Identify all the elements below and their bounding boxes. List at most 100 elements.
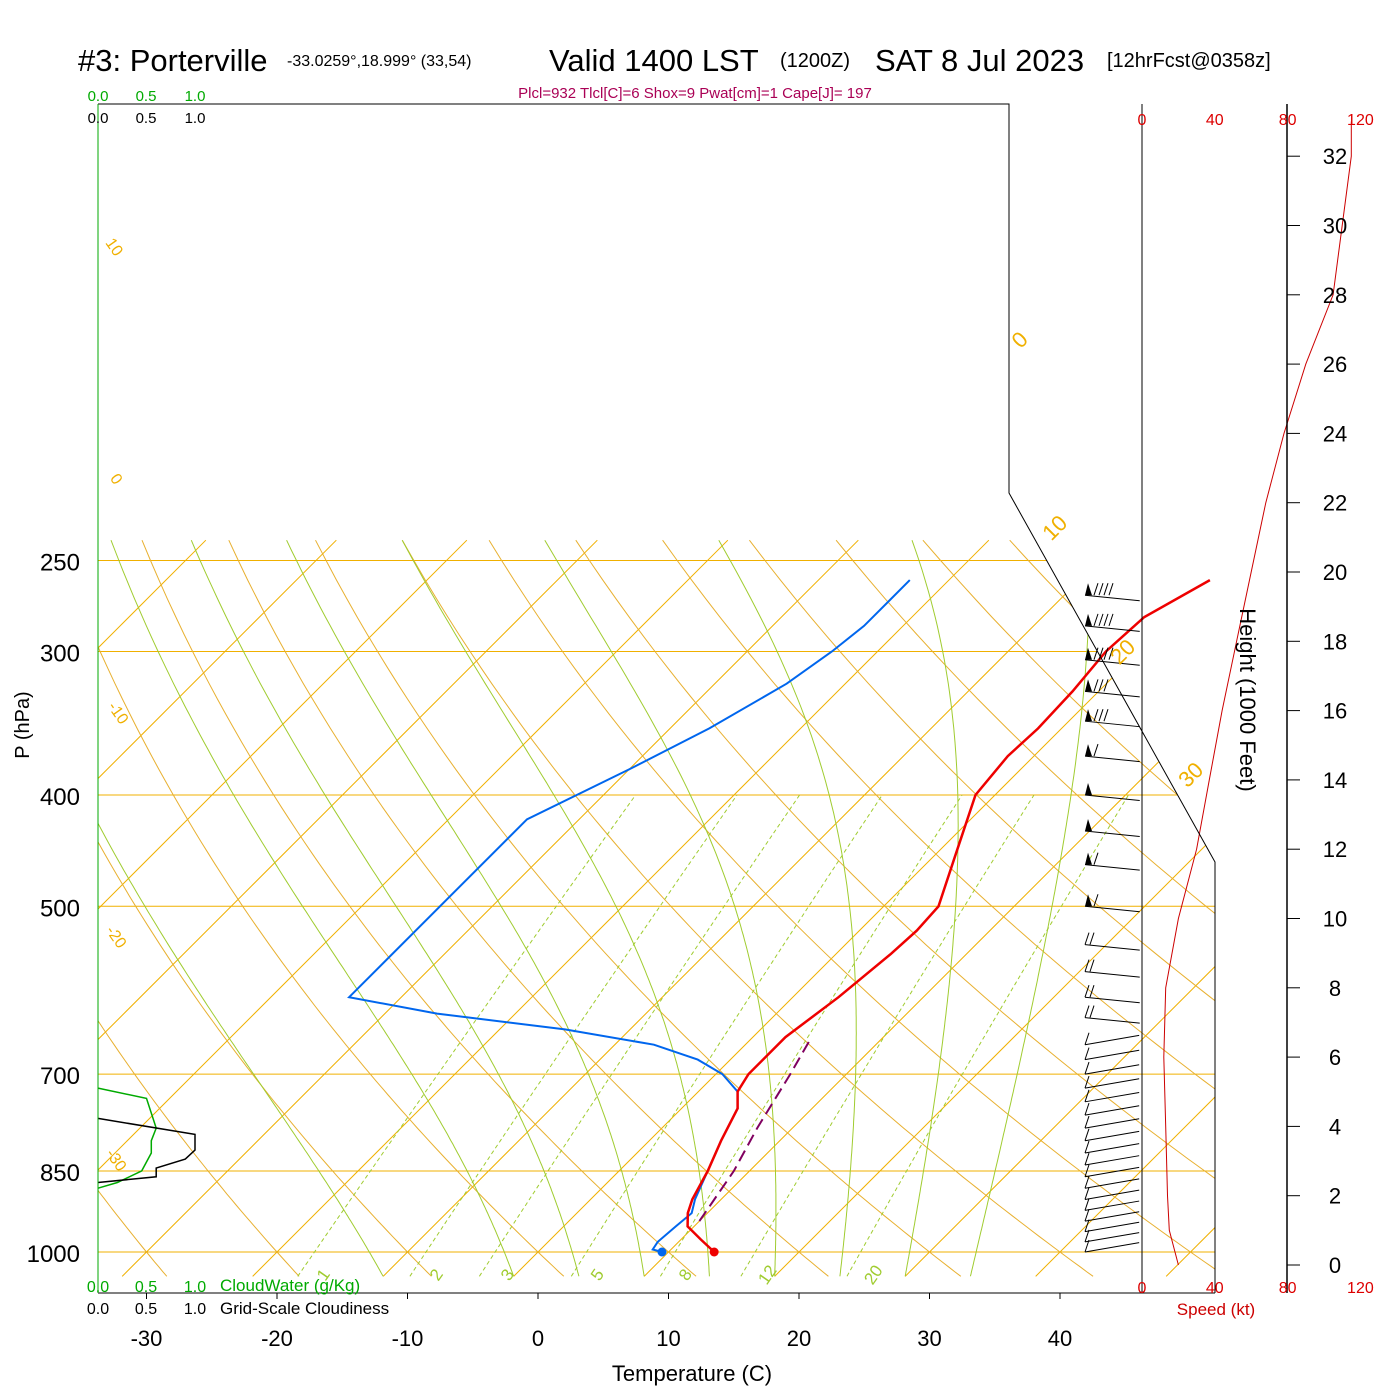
barb-staff bbox=[1084, 1221, 1140, 1233]
barb-staff bbox=[1084, 625, 1140, 632]
barb-flag bbox=[1084, 1128, 1090, 1141]
wind-barb bbox=[1084, 1152, 1140, 1166]
barb-pennant bbox=[1085, 647, 1092, 660]
y-tick-label: 1000 bbox=[27, 1241, 80, 1268]
mixing-ratio-line bbox=[297, 794, 637, 1277]
barb-staff bbox=[1084, 1200, 1140, 1211]
cloud-panel bbox=[97, 1087, 196, 1189]
barb-pennant bbox=[1085, 583, 1092, 596]
dry-adiabat-line bbox=[98, 540, 300, 1277]
barb-flag bbox=[1093, 613, 1099, 627]
cloud-water-line bbox=[97, 1087, 157, 1189]
isotherm-line bbox=[382, 539, 1120, 1277]
dry-adiabat-line bbox=[749, 539, 1215, 1277]
valid-time: Valid 1400 LST bbox=[549, 43, 759, 78]
barb-flag bbox=[1103, 709, 1109, 722]
dry-adiabat-label: -20 bbox=[102, 923, 129, 952]
barb-flag bbox=[1093, 743, 1099, 757]
barb-flag bbox=[1084, 1005, 1090, 1018]
wind-barb bbox=[1084, 932, 1140, 951]
speed-axis-label: Speed (kt) bbox=[1177, 1300, 1255, 1319]
valid-date: SAT 8 Jul 2023 bbox=[875, 43, 1084, 78]
barb-flag bbox=[1084, 1164, 1090, 1177]
height-axis-label: Height (1000 Feet) bbox=[1235, 608, 1260, 791]
forecast-info: [12hrFcst@0358z] bbox=[1107, 50, 1271, 72]
barb-staff bbox=[1084, 996, 1140, 1004]
barb-pennant bbox=[1085, 744, 1092, 757]
wind-barb bbox=[1084, 1047, 1140, 1061]
barb-flag bbox=[1089, 985, 1095, 998]
parcel-line bbox=[698, 1036, 813, 1222]
dry-adiabat-line bbox=[835, 539, 1215, 1277]
barb-staff bbox=[1084, 1242, 1140, 1253]
temperature-line bbox=[686, 579, 1211, 1253]
isotherm-line bbox=[1297, 540, 1400, 1276]
mixing-ratio-label: 12 bbox=[754, 1262, 780, 1288]
mixing-ratio-line bbox=[478, 794, 801, 1277]
moist-adiabat-line bbox=[718, 539, 857, 1277]
x-tick-label: -20 bbox=[261, 1326, 293, 1351]
isotherm-label: 30 bbox=[1173, 757, 1208, 792]
moist-adiabat-line bbox=[544, 539, 777, 1277]
dry-adiabat-line bbox=[228, 539, 829, 1277]
height-tick-label: 6 bbox=[1329, 1045, 1341, 1070]
dry-adiabat-line bbox=[1357, 540, 1400, 1276]
dewpoint-line bbox=[347, 579, 911, 1253]
dry-adiabat-label: 0 bbox=[106, 471, 125, 488]
wind-barb bbox=[1084, 782, 1140, 801]
barb-staff bbox=[1084, 1034, 1140, 1046]
speed-tick-label-bottom: 80 bbox=[1279, 1280, 1297, 1297]
y-tick-label: 850 bbox=[40, 1160, 80, 1187]
dry-adiabat-line bbox=[141, 540, 697, 1277]
isotherm-line bbox=[513, 539, 1215, 1277]
barb-flag bbox=[1084, 1198, 1090, 1211]
height-tick-label: 16 bbox=[1323, 699, 1347, 724]
isotherm-line bbox=[1035, 539, 1215, 1277]
height-tick-label: 30 bbox=[1323, 214, 1347, 239]
mixing-ratio-line bbox=[740, 794, 1035, 1277]
barb-flag bbox=[1084, 1208, 1090, 1222]
wind-barb bbox=[1084, 1061, 1140, 1075]
mixing-ratio-label: 20 bbox=[860, 1262, 886, 1288]
wind-barb bbox=[1084, 985, 1140, 1004]
dry-adiabat-line bbox=[488, 539, 1215, 1277]
barb-staff bbox=[1084, 1118, 1140, 1129]
mixing-ratio-label: 8 bbox=[675, 1266, 696, 1285]
sounding-profiles bbox=[347, 579, 1211, 1257]
speed-tick-label-top: 120 bbox=[1347, 112, 1374, 129]
wind-barbs bbox=[1084, 583, 1140, 1253]
cloudiness-scale-bottom: 1.0 bbox=[184, 1301, 206, 1318]
isotherm-line bbox=[98, 539, 207, 1277]
barb-staff bbox=[1084, 1091, 1140, 1103]
height-tick-label: 26 bbox=[1323, 352, 1347, 377]
height-tick-label: 4 bbox=[1329, 1114, 1341, 1139]
barb-pennant bbox=[1085, 894, 1092, 907]
barb-flag bbox=[1084, 1089, 1090, 1102]
barb-staff bbox=[1084, 1078, 1140, 1089]
speed-panel bbox=[1163, 121, 1352, 1266]
wind-barb bbox=[1084, 743, 1140, 763]
wind-barb bbox=[1084, 709, 1140, 728]
wind-barb bbox=[1084, 583, 1140, 602]
barb-flag bbox=[1089, 959, 1095, 972]
mixing-ratio-line bbox=[659, 794, 963, 1277]
isotherm-line bbox=[98, 539, 598, 1277]
barb-flag bbox=[1108, 647, 1114, 660]
skew-t-outline bbox=[98, 103, 1216, 1293]
wind-barb bbox=[1084, 1032, 1140, 1046]
barb-staff bbox=[1084, 1130, 1140, 1142]
cloudiness-scale-top: 0.5 bbox=[136, 110, 157, 127]
height-tick-label: 28 bbox=[1323, 283, 1347, 308]
barb-staff bbox=[1084, 971, 1140, 978]
wind-barb bbox=[1084, 1208, 1140, 1222]
cloud-water-label: CloudWater (g/Kg) bbox=[220, 1276, 360, 1295]
barb-flag bbox=[1093, 852, 1099, 865]
wind-barb bbox=[1084, 894, 1140, 913]
isotherm-line bbox=[252, 539, 990, 1277]
wind-barb bbox=[1084, 613, 1140, 632]
barb-staff bbox=[1084, 830, 1140, 838]
isotherm-label: 10 bbox=[1037, 510, 1072, 545]
wind-barb bbox=[1084, 959, 1140, 978]
speed-tick-label-bottom: 0 bbox=[1138, 1280, 1147, 1297]
